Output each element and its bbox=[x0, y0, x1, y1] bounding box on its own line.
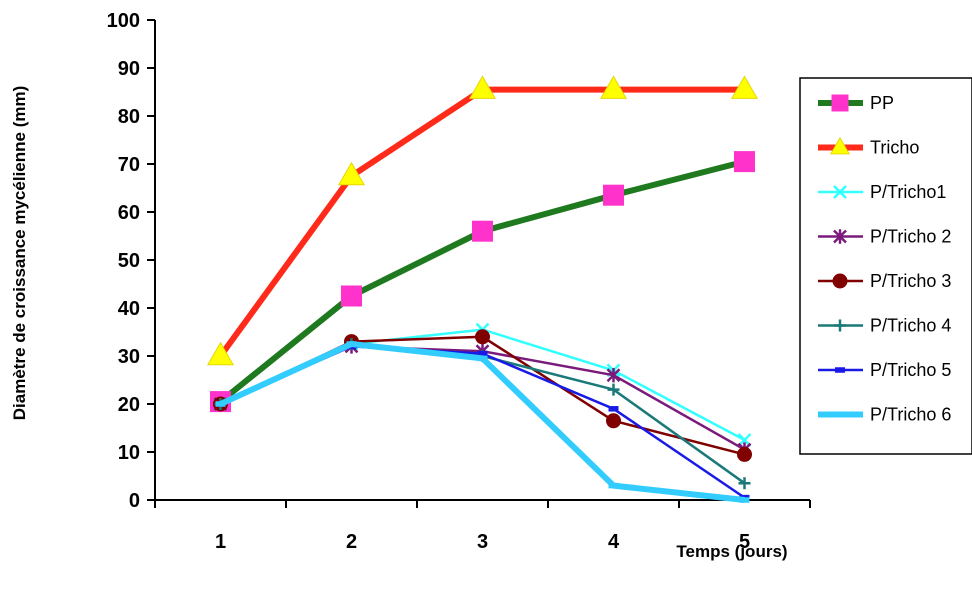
legend-box bbox=[799, 77, 972, 455]
legend-label: P/Tricho 6 bbox=[870, 405, 951, 425]
legend-label: P/Tricho1 bbox=[870, 182, 946, 202]
y-tick-label: 40 bbox=[118, 298, 140, 320]
legend-label: P/Tricho 2 bbox=[870, 227, 951, 247]
legend-item: P/Tricho1 bbox=[818, 182, 946, 202]
data-point bbox=[477, 355, 488, 362]
legend-item: P/Tricho 2 bbox=[818, 227, 951, 247]
data-point bbox=[608, 482, 619, 489]
legend-marker bbox=[833, 185, 847, 199]
legend-marker bbox=[831, 94, 849, 112]
y-tick-label: 100 bbox=[107, 10, 140, 32]
data-point bbox=[737, 446, 752, 462]
legend-label: Tricho bbox=[870, 138, 919, 158]
y-tick-label: 20 bbox=[118, 394, 140, 416]
legend: PP Tricho P/Tricho1 P/Tricho 2 P/Tricho 3 P/T… bbox=[799, 77, 972, 455]
data-point bbox=[599, 75, 628, 99]
data-point bbox=[346, 341, 357, 347]
legend-item: P/Tricho 4 bbox=[818, 316, 951, 336]
x-tick-label: 2 bbox=[346, 531, 357, 553]
legend-item: PP bbox=[818, 93, 894, 113]
y-tick-label: 0 bbox=[129, 490, 140, 512]
data-point bbox=[603, 184, 624, 206]
y-tick-label: 70 bbox=[118, 154, 140, 176]
legend-marker bbox=[829, 136, 851, 155]
axes: 0 10 20 30 40 50 60 70 80 90 100 1 2 3 4 5 bbox=[107, 10, 811, 553]
legend-item: P/Tricho 5 bbox=[818, 360, 951, 380]
legend-marker bbox=[835, 367, 845, 373]
y-tick-label: 60 bbox=[118, 202, 140, 224]
x-axis-title: Temps (jours) bbox=[676, 542, 787, 561]
data-point bbox=[206, 341, 235, 366]
y-tick-label: 10 bbox=[118, 442, 140, 464]
legend-marker bbox=[834, 319, 846, 332]
legend-item: P/Tricho 3 bbox=[818, 271, 951, 291]
x-tick-label: 1 bbox=[215, 531, 226, 553]
x-tick-label: 3 bbox=[477, 531, 488, 553]
x-tick-label: 5 bbox=[739, 531, 750, 553]
series-line bbox=[219, 341, 745, 503]
data-point bbox=[738, 477, 751, 490]
data-point bbox=[475, 329, 490, 345]
data-point bbox=[734, 151, 755, 173]
y-tick-label: 30 bbox=[118, 346, 140, 368]
legend-label: P/Tricho 3 bbox=[870, 271, 951, 291]
legend-label: P/Tricho 5 bbox=[870, 360, 951, 380]
legend-item: Tricho bbox=[818, 136, 919, 158]
data-point bbox=[341, 285, 362, 307]
y-tick-label: 50 bbox=[118, 250, 140, 272]
x-tick-label: 4 bbox=[608, 531, 620, 553]
data-point bbox=[730, 75, 759, 99]
legend-marker bbox=[832, 273, 848, 289]
series-p-tricho-6 bbox=[215, 341, 750, 503]
data-point bbox=[607, 383, 620, 396]
data-point bbox=[468, 75, 497, 99]
data-point bbox=[608, 406, 619, 412]
data-point bbox=[337, 161, 366, 186]
data-point bbox=[472, 220, 493, 242]
data-point bbox=[215, 401, 226, 407]
y-tick-label: 90 bbox=[118, 58, 140, 80]
series-tricho bbox=[206, 75, 759, 366]
legend-item: P/Tricho 6 bbox=[818, 405, 951, 425]
data-point bbox=[739, 497, 750, 503]
data-point bbox=[606, 368, 621, 383]
y-tick-label: 80 bbox=[118, 106, 140, 128]
data-point bbox=[606, 413, 621, 429]
legend-label: P/Tricho 4 bbox=[870, 316, 951, 336]
legend-marker bbox=[835, 411, 845, 418]
y-axis-title: Diamètre de croissance mycélienne (mm) bbox=[10, 86, 29, 420]
series-layer bbox=[206, 75, 759, 503]
legend-label: PP bbox=[870, 93, 894, 113]
legend-marker bbox=[833, 229, 847, 244]
